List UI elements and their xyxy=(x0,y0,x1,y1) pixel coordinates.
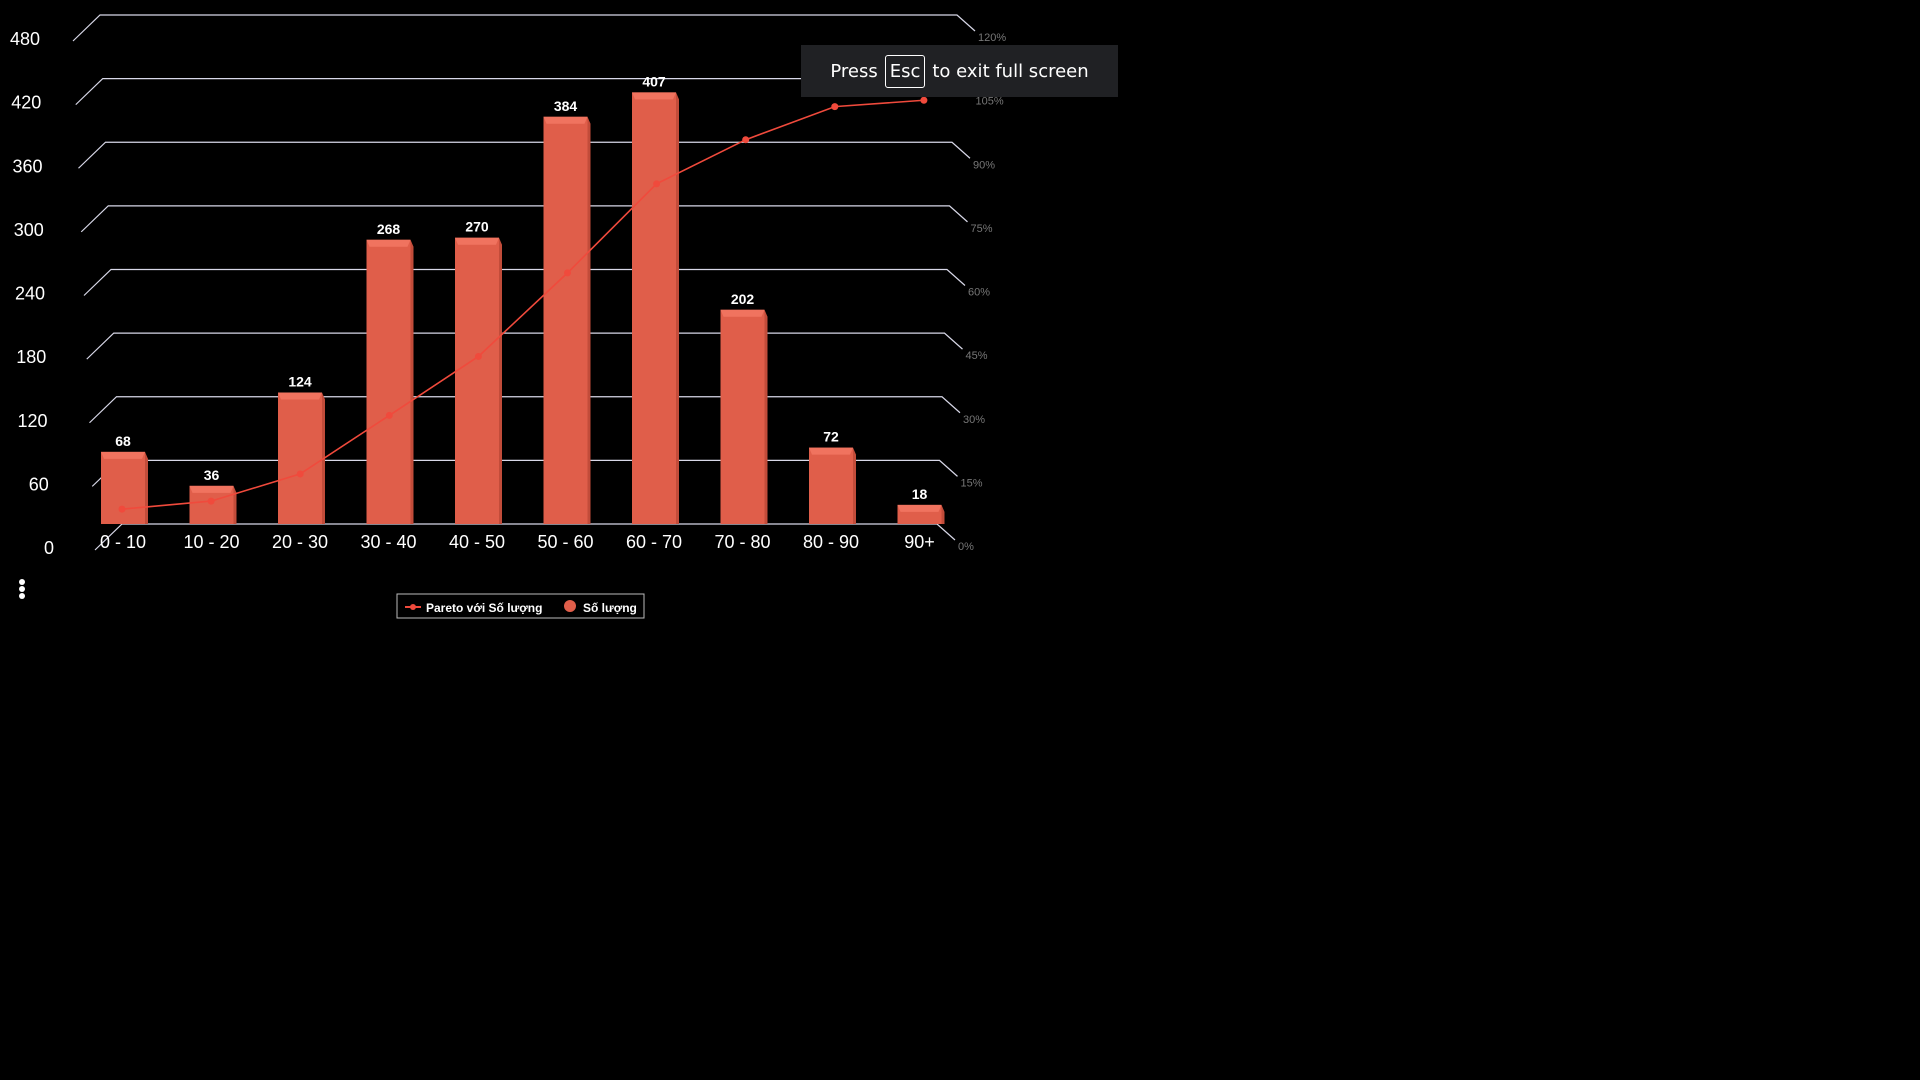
gridline xyxy=(94,523,956,551)
labels-layer: 0 0% 60 15% 120 30% 180 45% 240 60% 300 75% 360 90% 42… xyxy=(10,29,1006,558)
y2-axis-tick-label: 120% xyxy=(978,32,1006,44)
bar-data-label: 384 xyxy=(554,98,578,114)
bar xyxy=(632,92,676,525)
y-axis-tick-label: 120 xyxy=(17,411,47,431)
bar-side-face xyxy=(499,237,502,524)
bar-side-face xyxy=(764,309,768,524)
pareto-point xyxy=(296,470,304,478)
y2-axis-tick-label: 15% xyxy=(961,477,983,489)
y-axis-tick-label: 0 xyxy=(44,538,54,558)
x-axis-tick-label: 80 - 90 xyxy=(803,532,859,552)
y-axis-tick-label: 360 xyxy=(12,156,42,176)
y-axis-tick-label: 180 xyxy=(16,347,46,367)
y2-axis-tick-label: 60% xyxy=(968,287,990,299)
bar-side-face xyxy=(410,239,414,524)
bar-data-label: 407 xyxy=(642,73,666,89)
bar-top-face xyxy=(101,451,145,459)
bar-top-face xyxy=(720,309,765,317)
bar-top-face xyxy=(809,447,853,455)
bar-top-face xyxy=(632,92,676,100)
bar xyxy=(278,392,322,524)
bar-data-label: 72 xyxy=(823,429,839,445)
legend[interactable]: Pareto với Số lượng Số lượng xyxy=(396,593,645,619)
fullscreen-notice-pre: Press xyxy=(830,60,878,82)
bar xyxy=(455,237,499,524)
bar-data-label: 36 xyxy=(204,467,220,483)
bar-side-face xyxy=(676,92,679,525)
legend-item-pareto[interactable]: Pareto với Số lượng xyxy=(426,601,542,615)
x-axis-tick-label: 70 - 80 xyxy=(714,532,770,552)
esc-key-badge: Esc xyxy=(884,54,926,88)
y-axis-tick-label: 300 xyxy=(14,220,44,240)
x-axis-tick-label: 40 - 50 xyxy=(449,532,505,552)
bar xyxy=(809,447,853,524)
bars-layer xyxy=(101,92,945,525)
bar-top-face xyxy=(897,504,942,512)
y2-axis-tick-label: 30% xyxy=(963,414,985,426)
bar-top-face xyxy=(366,239,411,247)
bar-data-label: 68 xyxy=(115,433,131,449)
gridline xyxy=(78,141,971,169)
x-axis-tick-label: 20 - 30 xyxy=(272,532,328,552)
bar-top-face xyxy=(189,485,234,493)
bar-top-face xyxy=(455,237,499,245)
bar-side-face xyxy=(145,451,148,524)
bar xyxy=(101,451,145,524)
bar-top-face xyxy=(543,116,588,124)
pareto-point xyxy=(385,411,393,419)
x-axis-tick-label: 90+ xyxy=(904,532,935,552)
x-axis-tick-label: 10 - 20 xyxy=(183,532,239,552)
fullscreen-notice-post: to exit full screen xyxy=(932,60,1089,82)
y2-axis-tick-label: 0% xyxy=(958,541,974,553)
y-axis-tick-label: 480 xyxy=(10,29,40,49)
gridline xyxy=(89,396,961,424)
pareto-line-layer xyxy=(118,96,928,513)
bar-side-face xyxy=(587,116,591,525)
pareto-point xyxy=(653,180,661,188)
gridline xyxy=(86,332,963,360)
fullscreen-notice: Press Esc to exit full screen xyxy=(801,45,1118,97)
y2-axis-tick-label: 45% xyxy=(966,350,988,362)
bar-data-label: 270 xyxy=(465,219,489,235)
bar-side-face xyxy=(941,504,945,524)
x-axis-tick-label: 30 - 40 xyxy=(360,532,416,552)
y-axis-tick-label: 420 xyxy=(11,93,41,113)
pareto-point xyxy=(474,352,482,360)
bar xyxy=(720,309,765,524)
pareto-point xyxy=(564,269,571,277)
legend-line-dot xyxy=(410,604,416,610)
more-vertical-icon[interactable] xyxy=(14,577,30,601)
y-axis-tick-label: 60 xyxy=(29,474,49,494)
x-axis-tick-label: 60 - 70 xyxy=(626,532,682,552)
gridline xyxy=(80,205,968,233)
bar-data-label: 268 xyxy=(377,221,401,237)
pareto-point xyxy=(118,505,126,513)
bar-data-label: 124 xyxy=(288,374,312,390)
y2-axis-tick-label: 90% xyxy=(973,159,995,171)
pareto-point xyxy=(207,497,215,505)
x-axis-tick-label: 50 - 60 xyxy=(537,532,593,552)
bar xyxy=(366,239,411,524)
pareto-point xyxy=(742,136,750,144)
pareto-line xyxy=(121,99,924,510)
legend-item-so-luong[interactable]: Số lượng xyxy=(583,601,637,615)
y2-axis-tick-label: 75% xyxy=(971,223,993,235)
y-axis-tick-label: 240 xyxy=(15,284,45,304)
pareto-point xyxy=(831,103,839,111)
bar xyxy=(543,116,588,525)
pareto-point xyxy=(920,96,928,104)
bar-data-label: 202 xyxy=(731,291,755,307)
gridline xyxy=(83,268,966,296)
bar-side-face xyxy=(233,485,237,524)
bar-data-label: 18 xyxy=(912,486,928,502)
x-axis-tick-label: 0 - 10 xyxy=(100,532,146,552)
bar-top-face xyxy=(278,392,322,400)
y2-axis-tick-label: 105% xyxy=(976,96,1004,108)
bar-side-face xyxy=(853,447,856,524)
gridline xyxy=(72,14,976,42)
legend-bar-marker xyxy=(564,600,576,612)
